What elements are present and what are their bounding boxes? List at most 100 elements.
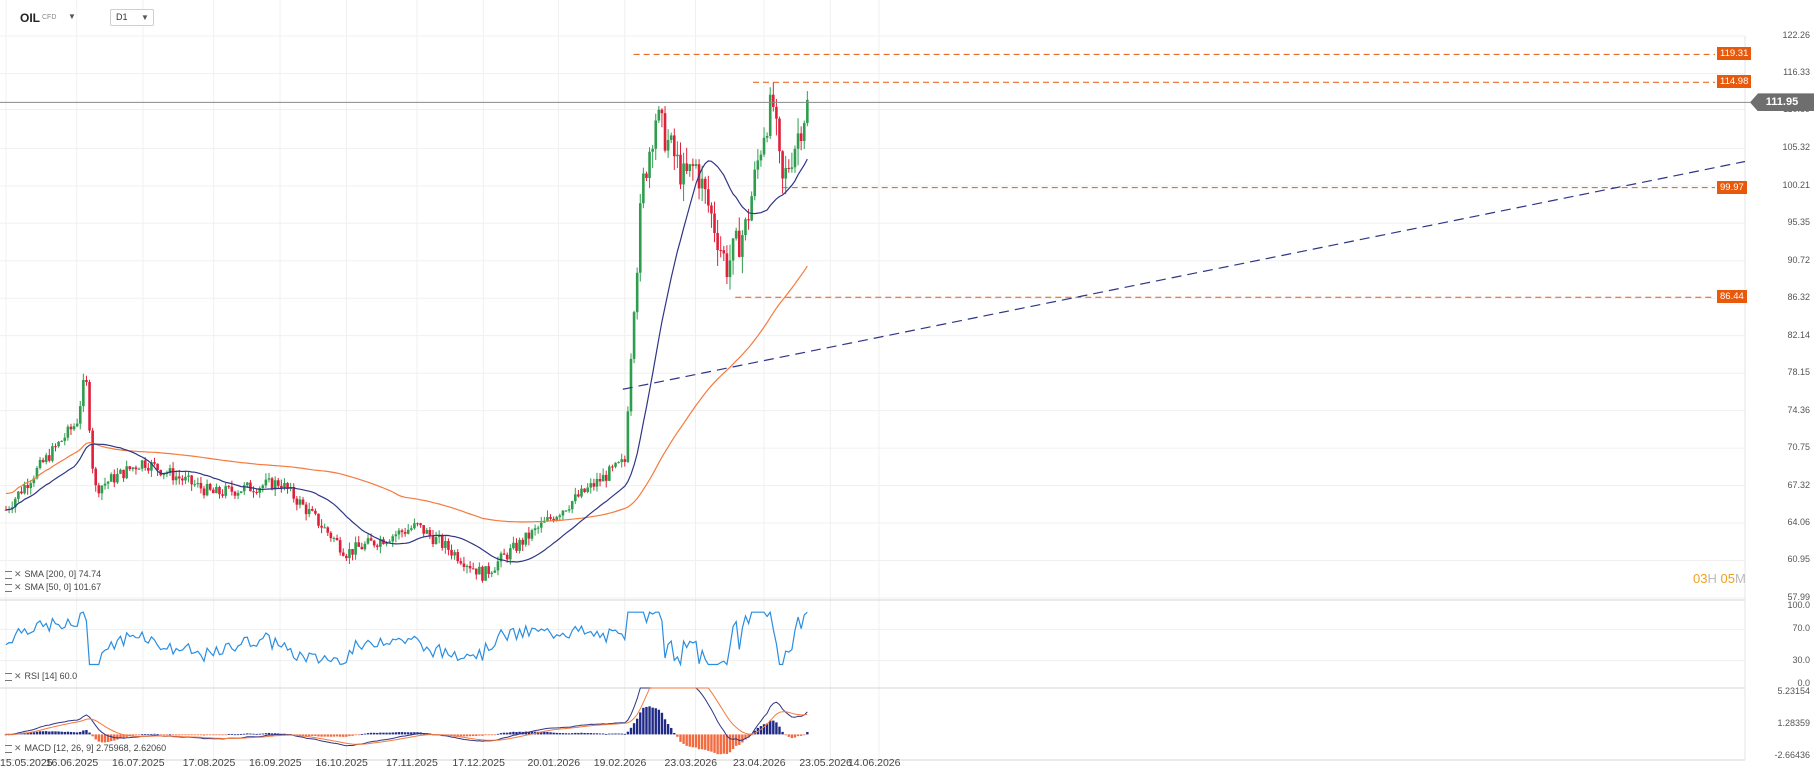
candle-body — [422, 525, 425, 534]
macd-histogram-bar — [626, 731, 630, 735]
date-tick-label: 15.05.2025 — [0, 757, 53, 769]
macd-histogram-bar — [660, 712, 664, 735]
candle-body — [583, 488, 586, 493]
macd-histogram-bar — [97, 734, 101, 742]
macd-legend[interactable]: ✕ MACD [12, 26, 9] 2.75968, 2.62060 — [5, 743, 166, 754]
timeframe-dropdown-icon[interactable]: ▼ — [141, 13, 149, 22]
candle-body — [787, 167, 791, 169]
macd-histogram-bar — [227, 734, 230, 735]
chart-toolbar: OIL CFD ▼ D1 ▼ — [0, 0, 1760, 30]
macd-histogram-bar — [187, 734, 190, 736]
macd-histogram-bar — [707, 734, 710, 751]
candle-body — [51, 446, 54, 461]
macd-histogram-bar — [738, 734, 741, 745]
macd-histogram-bar — [131, 734, 135, 736]
macd-histogram-bar — [540, 731, 543, 735]
macd-histogram-bar — [66, 731, 70, 735]
timeframe-select[interactable] — [110, 9, 154, 26]
candle-body — [116, 473, 119, 483]
macd-histogram-bar — [320, 734, 323, 737]
macd-histogram-bar — [407, 732, 410, 735]
candle-body — [329, 532, 333, 539]
close-icon[interactable]: ✕ — [14, 743, 22, 753]
candle-body — [530, 530, 534, 539]
symbol-label[interactable]: OIL — [20, 11, 40, 25]
level-badge[interactable]: 119.31 — [1717, 47, 1752, 61]
macd-histogram-bar — [793, 734, 797, 738]
close-icon[interactable]: ✕ — [14, 582, 22, 592]
macd-histogram-bar — [109, 734, 113, 742]
level-badge[interactable]: 99.97 — [1717, 180, 1747, 194]
macd-histogram-bar — [335, 734, 339, 737]
macd-histogram-bar — [345, 734, 348, 737]
level-badge[interactable]: 114.98 — [1717, 75, 1752, 89]
macd-histogram-bar — [119, 734, 122, 739]
candle-body — [249, 482, 252, 492]
price-tick-label: 116.33 — [1783, 67, 1810, 78]
settings-icon[interactable] — [5, 583, 12, 592]
macd-histogram-bar — [264, 733, 268, 735]
macd-histogram-bar — [301, 734, 305, 736]
macd-histogram-bar — [694, 734, 698, 748]
macd-histogram-bar — [790, 734, 794, 739]
macd-histogram-bar — [171, 734, 175, 736]
candle-body — [431, 535, 435, 545]
macd-histogram-bar — [54, 731, 57, 735]
candle-body — [666, 139, 670, 151]
candle-body — [660, 109, 664, 114]
symbol-dropdown-icon[interactable]: ▼ — [68, 12, 76, 21]
macd-histogram-bar — [88, 732, 91, 735]
sma50-legend[interactable]: ✕ SMA [50, 0] 101.67 — [5, 582, 101, 593]
candle-body — [447, 541, 450, 550]
candle-body — [474, 568, 478, 575]
candle-body — [437, 535, 441, 538]
close-icon[interactable]: ✕ — [14, 671, 22, 681]
candle-body — [521, 539, 524, 545]
macd-histogram-bar — [685, 734, 688, 746]
date-tick-label: 16.07.2025 — [112, 757, 165, 769]
macd-histogram-bar — [79, 731, 82, 735]
candle-body — [753, 169, 757, 197]
trend-line — [622, 160, 1746, 390]
close-icon[interactable]: ✕ — [14, 569, 22, 579]
sma200-legend[interactable]: ✕ SMA [200, 0] 74.74 — [5, 569, 101, 580]
settings-icon[interactable] — [5, 744, 12, 753]
price-tick-label: 64.06 — [1787, 516, 1810, 527]
sma200-line — [5, 265, 808, 523]
macd-histogram-bar — [478, 734, 481, 736]
candle-body — [314, 510, 317, 514]
macd-histogram-bar — [546, 731, 549, 735]
macd-histogram-bar — [608, 733, 611, 735]
candle-body — [292, 487, 296, 499]
macd-histogram-bar — [527, 731, 531, 735]
candle-body — [171, 468, 175, 481]
candle-body — [719, 250, 723, 252]
macd-histogram-bar — [261, 733, 265, 735]
candle-body — [128, 466, 132, 470]
rsi-line — [5, 610, 808, 667]
price-tick-label: 100.21 — [1782, 179, 1810, 190]
candle-body — [577, 494, 580, 497]
candle-body — [567, 509, 571, 511]
macd-histogram-bar — [348, 734, 351, 737]
candle-body — [100, 485, 104, 494]
timeframe-label[interactable]: D1 — [116, 12, 128, 22]
settings-icon[interactable] — [5, 570, 12, 579]
macd-histogram-bar — [666, 724, 670, 735]
rsi-legend[interactable]: ✕ RSI [14] 60.0 — [5, 671, 77, 682]
settings-icon[interactable] — [5, 672, 12, 681]
rsi-tick-label: 30.0 — [1792, 654, 1810, 665]
macd-histogram-bar — [295, 734, 299, 736]
macd-histogram-bar — [651, 707, 654, 735]
candle-body — [208, 484, 212, 490]
macd-histogram-bar — [48, 731, 51, 735]
macd-histogram-bar — [153, 733, 156, 735]
level-badge[interactable]: 86.44 — [1717, 290, 1747, 304]
macd-histogram-bar — [632, 723, 636, 735]
macd-histogram-bar — [413, 732, 416, 735]
candle-body — [338, 540, 342, 553]
candle-body — [747, 219, 750, 221]
candle-body — [150, 462, 153, 471]
candle-body — [280, 485, 283, 489]
